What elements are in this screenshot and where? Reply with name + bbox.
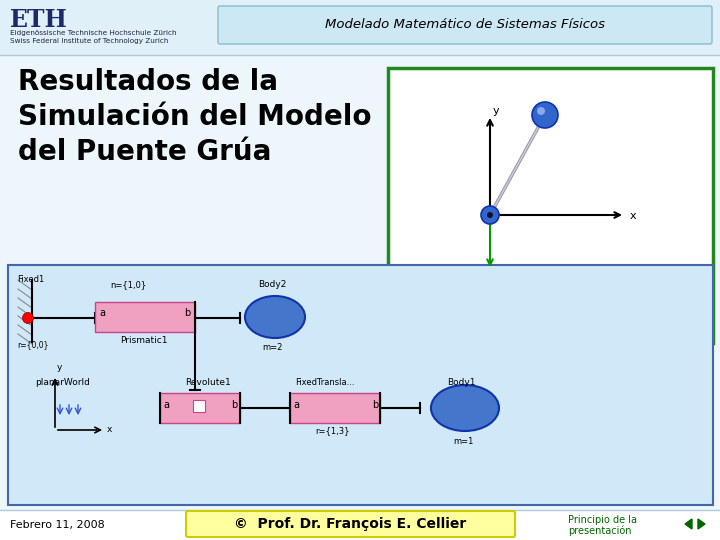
Text: x: x (630, 211, 636, 221)
Text: Body1: Body1 (447, 378, 475, 387)
Ellipse shape (245, 296, 305, 338)
Circle shape (532, 102, 558, 128)
Polygon shape (698, 519, 705, 529)
Text: Febrero 11, 2008: Febrero 11, 2008 (10, 520, 104, 530)
Text: x: x (107, 426, 112, 435)
Bar (8, 265, 713, 505)
Text: Prismatic1: Prismatic1 (120, 336, 168, 345)
Text: Eidgenössische Technische Hochschule Zürich: Eidgenössische Technische Hochschule Zür… (10, 30, 176, 36)
Text: Principio de la: Principio de la (568, 515, 637, 525)
Text: m=2: m=2 (262, 343, 282, 352)
Polygon shape (685, 519, 692, 529)
FancyBboxPatch shape (186, 511, 515, 537)
Bar (388, 68, 713, 343)
Circle shape (487, 212, 493, 218)
Bar (0, 510, 720, 540)
Text: presentación: presentación (568, 525, 631, 536)
Text: m=1: m=1 (453, 437, 473, 446)
Bar (160, 393, 240, 423)
Text: r={0,0}: r={0,0} (17, 340, 48, 349)
Ellipse shape (431, 385, 499, 431)
Text: Simulación del Modelo: Simulación del Modelo (18, 103, 372, 131)
Text: y: y (57, 363, 63, 372)
Text: ©  Prof. Dr. François E. Cellier: © Prof. Dr. François E. Cellier (234, 517, 466, 531)
Text: Modelado Matemático de Sistemas Físicos: Modelado Matemático de Sistemas Físicos (325, 18, 605, 31)
Text: del Puente Grúa: del Puente Grúa (18, 138, 271, 166)
Text: y: y (493, 106, 500, 116)
Text: b: b (184, 308, 190, 318)
Text: Fixed1: Fixed1 (17, 275, 44, 284)
Text: b: b (231, 400, 238, 410)
Circle shape (22, 313, 34, 323)
FancyBboxPatch shape (218, 6, 712, 44)
Text: planarWorld: planarWorld (35, 378, 90, 387)
Bar (0, 55, 720, 510)
Text: Swiss Federal Institute of Technology Zurich: Swiss Federal Institute of Technology Zu… (10, 38, 168, 44)
Text: Resultados de la: Resultados de la (18, 68, 278, 96)
Bar (193, 400, 205, 412)
Text: FixedTransla...: FixedTransla... (295, 378, 354, 387)
Circle shape (537, 107, 545, 115)
Text: Revolute1: Revolute1 (185, 378, 230, 387)
Text: Body2: Body2 (258, 280, 287, 289)
Text: ETH: ETH (10, 8, 68, 32)
Text: b: b (372, 400, 378, 410)
Text: a: a (163, 400, 169, 410)
Text: a: a (293, 400, 299, 410)
Bar (0, 0, 720, 55)
Text: a: a (99, 308, 105, 318)
Circle shape (481, 206, 499, 224)
Bar (95, 302, 195, 332)
Text: n={1,0}: n={1,0} (110, 280, 146, 289)
Text: r={1,3}: r={1,3} (315, 426, 349, 435)
Bar (290, 393, 380, 423)
